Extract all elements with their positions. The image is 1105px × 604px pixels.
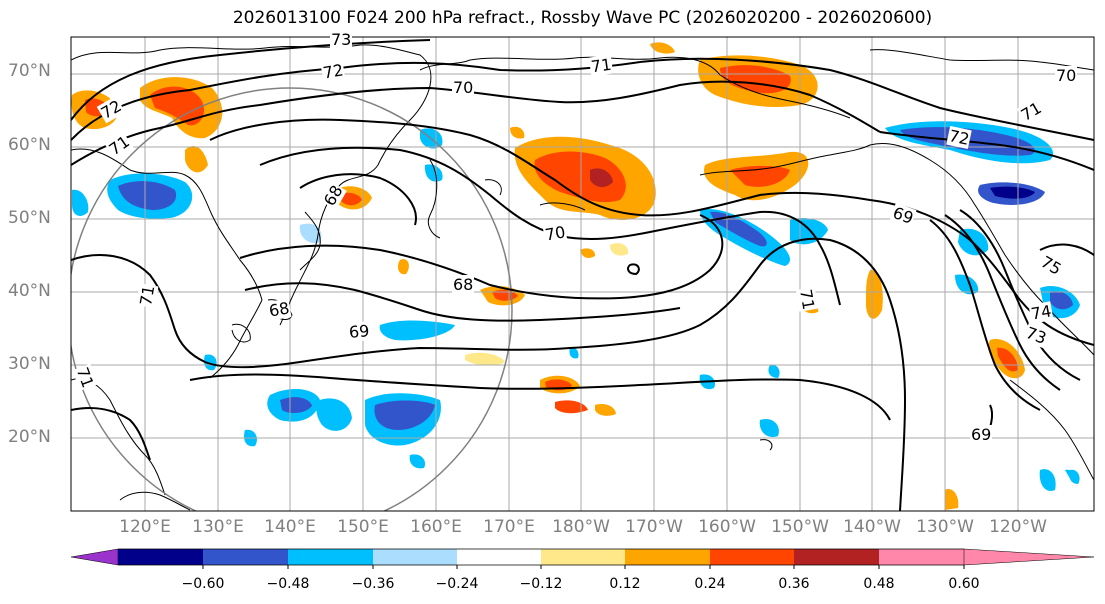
lat-label: 20°N bbox=[8, 427, 51, 447]
map-title: 2026013100 F024 200 hPa refract., Rossby… bbox=[232, 8, 933, 28]
contour-label: 68 bbox=[266, 298, 292, 321]
colorbar-swatch bbox=[541, 549, 625, 565]
colorbar-tick-label: −0.12 bbox=[519, 576, 563, 592]
contour-label: 71 bbox=[135, 282, 159, 309]
lon-label: 150°W bbox=[771, 517, 829, 537]
contour-label: 73 bbox=[330, 30, 353, 49]
lon-label: 160°E bbox=[410, 517, 462, 537]
colorbar-swatch bbox=[373, 549, 457, 565]
colorbar-swatch bbox=[288, 549, 373, 565]
contour-label: 71 bbox=[795, 286, 819, 313]
colorbar-tick-label: 0.36 bbox=[778, 576, 810, 592]
contour-label: 72 bbox=[320, 60, 346, 83]
colorbar-min-arrow bbox=[70, 548, 119, 566]
colorbar-tick-label: 0.12 bbox=[609, 576, 641, 592]
lon-label: 120°E bbox=[119, 517, 171, 537]
lon-label: 150°E bbox=[337, 517, 389, 537]
colorbar-tick-label: 0.24 bbox=[694, 576, 726, 592]
lon-label: 130°E bbox=[192, 517, 244, 537]
colorbar-swatch bbox=[118, 549, 203, 565]
colorbar-swatch bbox=[710, 549, 794, 565]
map-frame bbox=[70, 36, 1095, 512]
lat-label: 60°N bbox=[8, 135, 51, 155]
lon-label: 170°W bbox=[625, 517, 683, 537]
contour-label: 70 bbox=[542, 222, 568, 245]
contour-label: 74 bbox=[1028, 301, 1054, 324]
colorbar-tick-label: −0.36 bbox=[351, 576, 395, 592]
lat-label: 70°N bbox=[8, 61, 51, 81]
colorbar-tick-label: 0.60 bbox=[948, 576, 980, 592]
contour-label: 71 bbox=[588, 54, 614, 77]
lon-label: 140°W bbox=[843, 517, 901, 537]
colorbar-tick-label: −0.24 bbox=[435, 576, 479, 592]
colorbar-swatch bbox=[794, 549, 879, 565]
contour-label: 70 bbox=[1055, 66, 1078, 85]
graticule bbox=[71, 37, 1094, 511]
colorbar-tick-label: −0.60 bbox=[181, 576, 225, 592]
lon-label: 140°E bbox=[264, 517, 316, 537]
contour-label: 69 bbox=[347, 321, 372, 342]
lon-label: 180°W bbox=[552, 517, 610, 537]
lat-label: 30°N bbox=[8, 354, 51, 374]
colorbar-swatch bbox=[625, 549, 710, 565]
contour-label: 70 bbox=[452, 78, 475, 97]
lon-label: 160°W bbox=[698, 517, 756, 537]
colorbar bbox=[70, 548, 1095, 569]
colorbar-swatch bbox=[457, 549, 541, 565]
lon-label: 120°W bbox=[989, 517, 1047, 537]
lat-label: 40°N bbox=[8, 281, 51, 301]
colorbar-swatch bbox=[879, 549, 964, 565]
lon-label: 130°W bbox=[916, 517, 974, 537]
region-circle bbox=[71, 87, 513, 511]
colorbar-max-arrow bbox=[963, 548, 1095, 566]
colorbar-tick-label: 0.48 bbox=[863, 576, 895, 592]
contour-label: 68 bbox=[452, 275, 475, 294]
colorbar-tick-label: −0.48 bbox=[266, 576, 310, 592]
colorbar-swatch bbox=[203, 549, 288, 565]
lon-label: 170°E bbox=[483, 517, 535, 537]
contour-label: 69 bbox=[970, 425, 993, 444]
map-background bbox=[71, 37, 1094, 511]
lat-label: 50°N bbox=[8, 208, 51, 228]
